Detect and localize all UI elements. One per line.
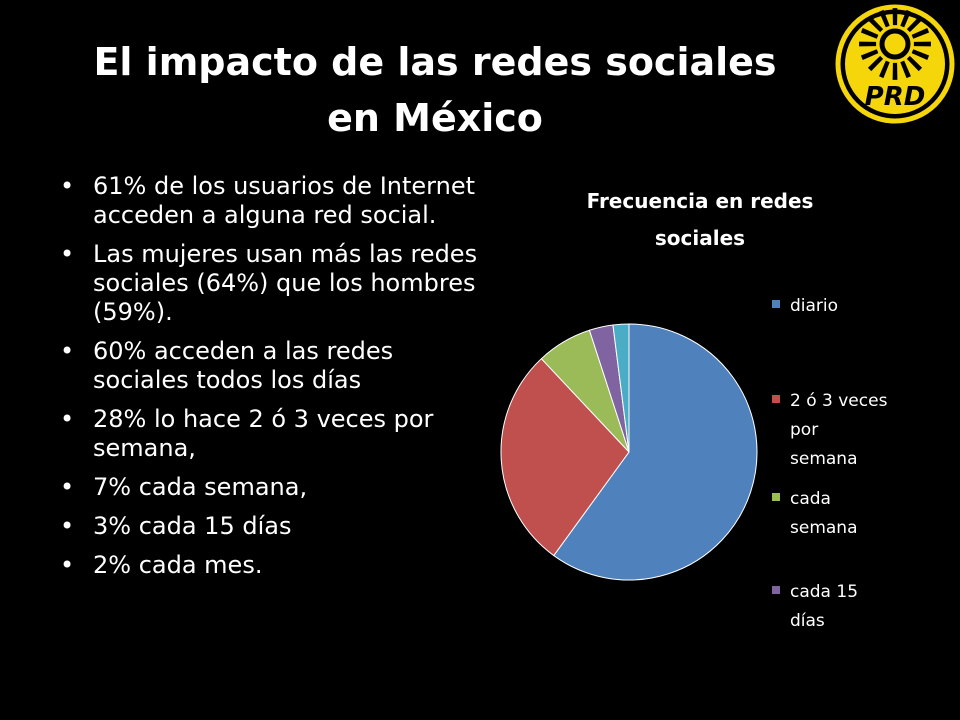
sun-ray xyxy=(860,49,879,60)
legend-label: 2 ó 3 veces xyxy=(790,391,888,411)
sun-ray xyxy=(879,60,890,79)
sun-ray xyxy=(913,41,931,47)
chart-title-line-1: Frecuencia en redes xyxy=(586,189,814,213)
pie-slice-0 xyxy=(553,323,758,581)
sun-rays-icon xyxy=(859,8,931,80)
pie-slice-1 xyxy=(500,357,630,557)
title-line-1: El impacto de las redes sociales xyxy=(93,40,777,84)
slide-title: El impacto de las redes sociales en Méxi… xyxy=(40,34,830,146)
legend-label: por xyxy=(790,420,819,440)
sun-ray xyxy=(859,41,877,47)
pie-slice-4 xyxy=(612,323,630,453)
legend-label: semana xyxy=(790,518,858,538)
legend-label: diario xyxy=(790,296,839,316)
sun-ray xyxy=(867,55,884,72)
bullet-item: 28% lo hace 2 ó 3 veces por semana, xyxy=(60,405,480,463)
chart-title: Frecuencia en redes sociales xyxy=(560,183,840,257)
legend-swatch xyxy=(772,586,780,594)
legend-item: 2 ó 3 veces por semana xyxy=(772,387,902,474)
legend-swatch xyxy=(772,493,780,501)
bullet-item: 3% cada 15 días xyxy=(60,512,480,541)
bullet-item: 7% cada semana, xyxy=(60,473,480,502)
bullet-item: 2% cada mes. xyxy=(60,551,480,580)
logo-text: PRD xyxy=(865,82,926,112)
bullet-item: 61% de los usuarios de Internet acceden … xyxy=(60,172,480,230)
legend-item: cada semana xyxy=(772,485,902,543)
sun-ray xyxy=(911,49,930,60)
legend-label: cada 15 xyxy=(790,582,859,602)
prd-logo: PRD xyxy=(835,4,955,124)
chart-title-line-2: sociales xyxy=(654,226,746,250)
sun-ray xyxy=(867,16,884,33)
pie-chart xyxy=(500,323,758,581)
legend-label: días xyxy=(790,611,825,631)
legend-item: diario xyxy=(772,292,902,321)
legend-swatch xyxy=(772,395,780,403)
sun-ray xyxy=(900,60,911,79)
sun-ray xyxy=(906,55,923,72)
bullet-item: Las mujeres usan más las redes sociales … xyxy=(60,240,480,327)
legend-label: cada xyxy=(790,489,831,509)
bullet-list: 61% de los usuarios de Internet acceden … xyxy=(60,172,480,590)
sun-ray xyxy=(860,28,879,39)
legend-item: cada 15 días xyxy=(772,578,902,636)
sun-ray xyxy=(879,9,890,28)
sun-ray xyxy=(892,62,898,80)
legend-label: semana xyxy=(790,449,858,469)
sun-ray xyxy=(906,16,923,33)
title-line-2: en México xyxy=(327,96,543,140)
sun-ray xyxy=(892,8,898,26)
legend-swatch xyxy=(772,300,780,308)
sun-ray xyxy=(911,28,930,39)
sun-ray xyxy=(900,9,911,28)
bullet-item: 60% acceden a las redes sociales todos l… xyxy=(60,337,480,395)
